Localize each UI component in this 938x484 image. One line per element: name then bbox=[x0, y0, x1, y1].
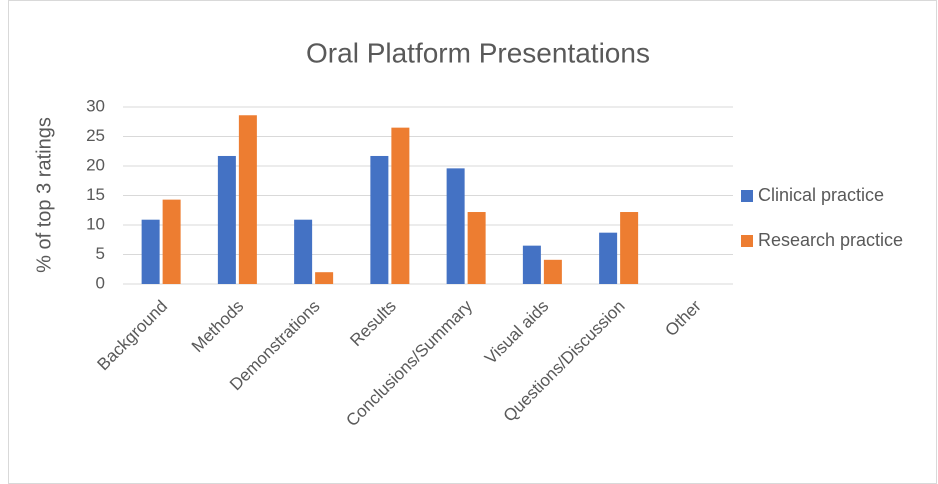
legend-swatch bbox=[741, 235, 753, 247]
legend-swatch bbox=[741, 190, 753, 202]
bar bbox=[294, 219, 313, 284]
bar bbox=[543, 259, 562, 284]
bar bbox=[620, 212, 639, 284]
bar bbox=[467, 212, 486, 284]
y-axis-label: % of top 3 ratings bbox=[33, 117, 55, 273]
bar bbox=[391, 127, 410, 285]
legend-label: Clinical practice bbox=[758, 185, 884, 205]
y-tick-label: 20 bbox=[86, 155, 105, 174]
y-tick-label: 10 bbox=[86, 214, 105, 233]
bar bbox=[522, 245, 541, 284]
bar bbox=[599, 232, 618, 284]
bar bbox=[446, 168, 465, 284]
bar bbox=[217, 155, 236, 284]
y-tick-label: 30 bbox=[86, 96, 105, 115]
chart-title: Oral Platform Presentations bbox=[306, 37, 650, 68]
y-tick-label: 5 bbox=[96, 244, 105, 263]
bar bbox=[162, 199, 181, 284]
y-tick-label: 0 bbox=[96, 273, 105, 292]
bar bbox=[370, 155, 389, 284]
y-tick-label: 25 bbox=[86, 126, 105, 145]
y-tick-label: 15 bbox=[86, 185, 105, 204]
legend-label: Research practice bbox=[758, 230, 903, 250]
bar bbox=[315, 272, 334, 284]
bar bbox=[141, 219, 160, 284]
bar bbox=[238, 115, 257, 284]
